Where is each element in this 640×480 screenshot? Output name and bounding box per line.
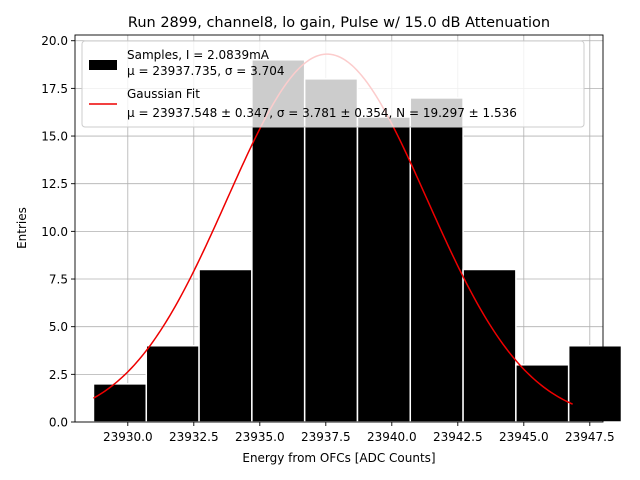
x-axis-label: Energy from OFCs [ADC Counts] bbox=[242, 451, 435, 465]
histogram-bar bbox=[303, 78, 359, 423]
legend-samples-line1: Samples, I = 2.0839mA bbox=[127, 48, 270, 62]
x-tick-label: 23937.5 bbox=[301, 430, 351, 444]
chart-title: Run 2899, channel8, lo gain, Pulse w/ 15… bbox=[128, 15, 550, 31]
legend-samples-line2: μ = 23937.735, σ = 3.704 bbox=[127, 64, 284, 78]
y-tick-label: 5.0 bbox=[49, 320, 68, 334]
plot-frame bbox=[74, 34, 604, 423]
y-tick-label: 12.5 bbox=[41, 177, 68, 191]
legend-box bbox=[81, 40, 585, 128]
y-tick-label: 0.0 bbox=[49, 416, 68, 430]
x-tick-label: 23930.0 bbox=[103, 430, 153, 444]
y-tick-label: 10.0 bbox=[41, 225, 68, 239]
y-tick-label: 2.5 bbox=[49, 368, 68, 382]
y-tick-label: 15.0 bbox=[41, 130, 68, 144]
y-tick-label: 17.5 bbox=[41, 82, 68, 96]
histogram-bar bbox=[567, 344, 623, 423]
legend-samples-swatch bbox=[89, 60, 117, 70]
y-axis-ticks: 0.0 2.5 5.0 7.5 10.0 12.5 15.0 17.5 20.0 bbox=[41, 34, 75, 430]
x-axis-ticks: 23930.0 23932.5 23935.0 23937.5 23940.0 23942… bbox=[103, 422, 615, 444]
histogram-bar bbox=[356, 116, 412, 423]
x-tick-label: 23945.0 bbox=[499, 430, 549, 444]
x-tick-label: 23947.5 bbox=[565, 430, 615, 444]
histogram-bar bbox=[145, 344, 200, 423]
y-axis-label: Entries bbox=[15, 207, 29, 249]
x-tick-label: 23942.5 bbox=[433, 430, 483, 444]
histogram-bar bbox=[198, 268, 253, 423]
histogram-bar bbox=[515, 364, 570, 423]
histogram-bar bbox=[92, 383, 148, 423]
x-tick-label: 23932.5 bbox=[169, 430, 219, 444]
y-tick-label: 20.0 bbox=[41, 34, 68, 48]
legend: Samples, I = 2.0839mA μ = 23937.735, σ =… bbox=[81, 40, 585, 128]
y-tick-label: 7.5 bbox=[49, 273, 68, 287]
legend-fit-line1: Gaussian Fit bbox=[127, 87, 200, 101]
x-tick-label: 23940.0 bbox=[367, 430, 417, 444]
x-tick-label: 23935.0 bbox=[235, 430, 285, 444]
legend-fit-line2: μ = 23937.548 ± 0.347, σ = 3.781 ± 0.354… bbox=[127, 106, 517, 120]
